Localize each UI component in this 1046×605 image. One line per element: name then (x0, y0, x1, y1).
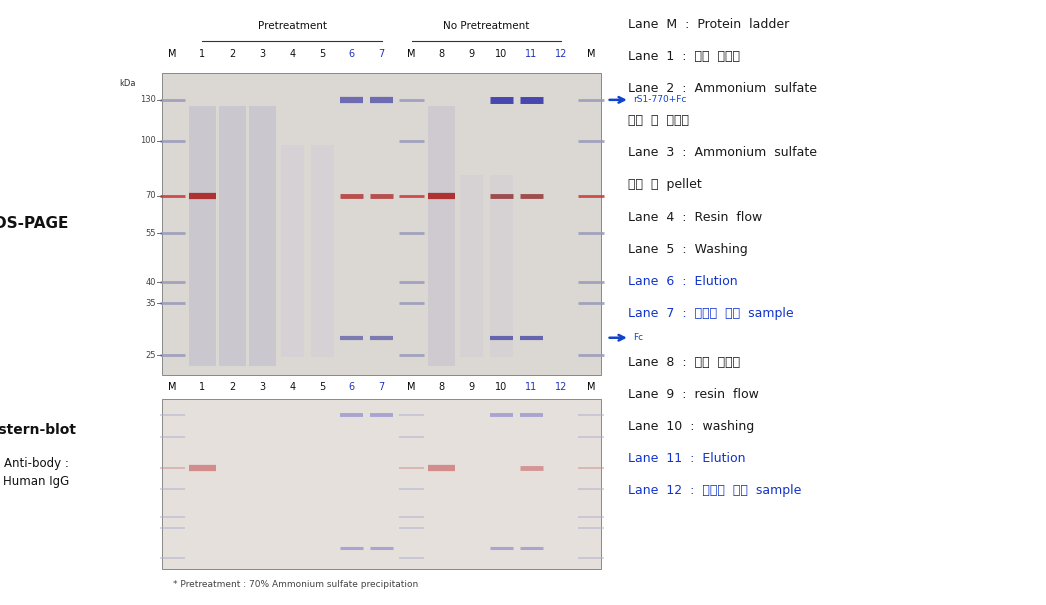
Text: M: M (408, 382, 416, 392)
Text: Lane  6  :  Elution: Lane 6 : Elution (628, 275, 737, 287)
Bar (162, 399, 601, 569)
Text: M: M (587, 49, 595, 59)
Text: 11: 11 (525, 49, 538, 59)
Text: 10: 10 (495, 382, 507, 392)
Text: M: M (168, 382, 177, 392)
Text: Lane  12  :  건국대  정제  sample: Lane 12 : 건국대 정제 sample (628, 484, 801, 497)
Bar (460, 175, 483, 357)
Text: 6: 6 (349, 382, 355, 392)
Bar (280, 145, 303, 357)
Text: rS1-770+Fc: rS1-770+Fc (633, 96, 686, 104)
Text: 12: 12 (555, 382, 567, 392)
Text: 5: 5 (319, 49, 325, 59)
Text: Lane  5  :  Washing: Lane 5 : Washing (628, 243, 747, 255)
Text: 5: 5 (319, 382, 325, 392)
Bar (162, 73, 601, 375)
Text: Lane  4  :  Resin  flow: Lane 4 : Resin flow (628, 211, 761, 223)
Text: Lane  8  :  배양  상등액: Lane 8 : 배양 상등액 (628, 356, 740, 368)
Text: Anti-body :
Human IgG: Anti-body : Human IgG (3, 457, 70, 488)
Text: 55: 55 (145, 229, 156, 238)
Bar (428, 106, 455, 366)
Text: 130: 130 (140, 96, 156, 104)
Bar (219, 106, 246, 366)
Text: 7: 7 (379, 382, 385, 392)
Text: 12: 12 (555, 49, 567, 59)
Text: Lane  M  :  Protein  ladder: Lane M : Protein ladder (628, 18, 789, 31)
Text: 40: 40 (145, 278, 156, 287)
Text: M: M (587, 382, 595, 392)
Text: 25: 25 (145, 351, 156, 360)
Text: kDa: kDa (119, 79, 136, 88)
Text: 2: 2 (229, 382, 235, 392)
Text: M: M (408, 49, 416, 59)
Text: Lane  11  :  Elution: Lane 11 : Elution (628, 452, 745, 465)
Text: 6: 6 (349, 49, 355, 59)
Text: 8: 8 (438, 49, 445, 59)
Text: 9: 9 (469, 382, 475, 392)
Text: 8: 8 (438, 382, 445, 392)
Text: 1: 1 (200, 49, 205, 59)
Text: Fc: Fc (633, 333, 643, 342)
Text: 침전  후  pellet: 침전 후 pellet (628, 178, 702, 191)
Bar (490, 175, 513, 357)
Text: Lane  3  :  Ammonium  sulfate: Lane 3 : Ammonium sulfate (628, 146, 817, 159)
Text: Lane  7  :  건국대  정제  sample: Lane 7 : 건국대 정제 sample (628, 307, 793, 319)
Text: No Pretreatment: No Pretreatment (444, 21, 529, 31)
Bar (249, 106, 276, 366)
Text: 35: 35 (145, 299, 156, 308)
Text: 4: 4 (289, 49, 295, 59)
Text: 7: 7 (379, 49, 385, 59)
Text: 3: 3 (259, 49, 266, 59)
Text: * Pretreatment : 70% Ammonium sulfate precipitation: * Pretreatment : 70% Ammonium sulfate pr… (173, 580, 417, 589)
Text: Lane  2  :  Ammonium  sulfate: Lane 2 : Ammonium sulfate (628, 82, 817, 95)
Text: Lane  9  :  resin  flow: Lane 9 : resin flow (628, 388, 758, 401)
Text: 9: 9 (469, 49, 475, 59)
Text: 1: 1 (200, 382, 205, 392)
Text: 70: 70 (145, 191, 156, 200)
Text: 11: 11 (525, 382, 538, 392)
Text: 10: 10 (495, 49, 507, 59)
Bar (189, 106, 217, 366)
Text: 3: 3 (259, 382, 266, 392)
Text: Pretreatment: Pretreatment (257, 21, 326, 31)
Text: M: M (168, 49, 177, 59)
Text: 2: 2 (229, 49, 235, 59)
Text: 100: 100 (140, 136, 156, 145)
Bar (311, 145, 334, 357)
Text: western-blot: western-blot (0, 424, 76, 437)
Text: SDS-PAGE: SDS-PAGE (0, 217, 69, 231)
Text: Lane  10  :  washing: Lane 10 : washing (628, 420, 754, 433)
Text: Lane  1  :  배양  상등액: Lane 1 : 배양 상등액 (628, 50, 740, 63)
Text: 침전  후  상등액: 침전 후 상등액 (628, 114, 688, 127)
Text: 4: 4 (289, 382, 295, 392)
